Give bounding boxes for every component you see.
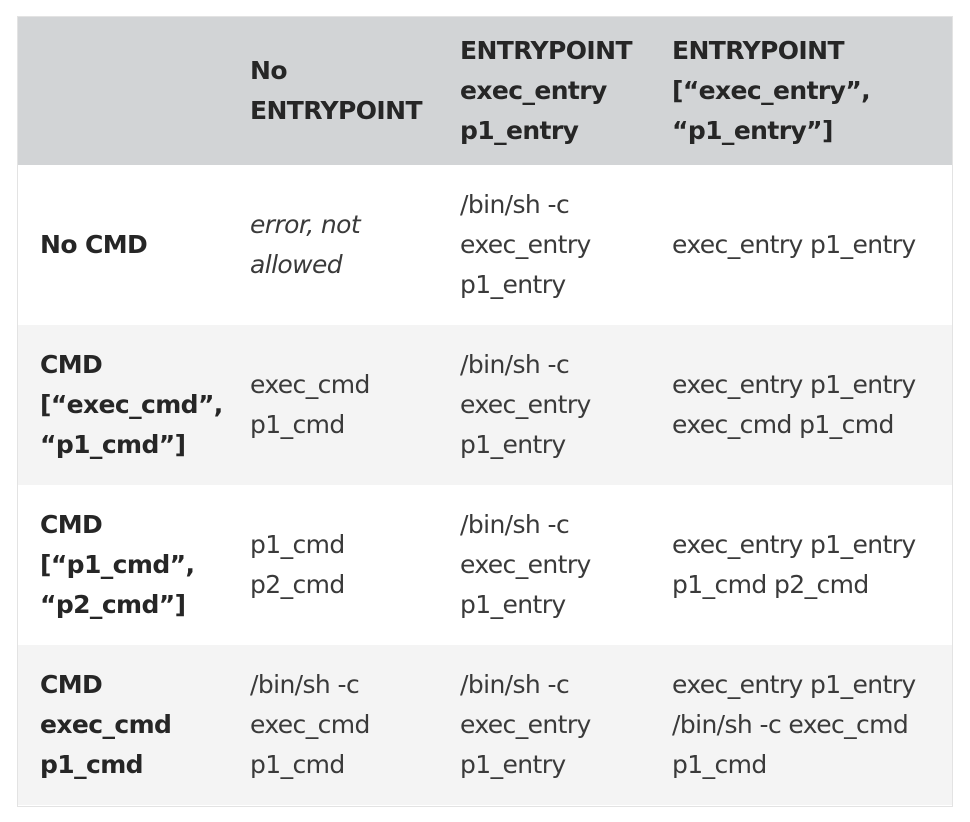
table-cell: exec_entry p1_entry exec_cmd p1_cmd <box>672 370 916 439</box>
table-cell: exec_cmd p1_cmd <box>250 370 370 439</box>
header-corner <box>18 17 228 165</box>
header-row: No ENTRYPOINT ENTRYPOINT exec_entry p1_e… <box>18 17 952 165</box>
row-label: CMD [“exec_cmd”, “p1_cmd”] <box>40 350 223 459</box>
table-body: No CMD error, not allowed /bin/sh -c exe… <box>18 165 952 805</box>
header-no-entrypoint: No ENTRYPOINT <box>250 56 423 125</box>
header-entrypoint-shell: ENTRYPOINT exec_entry p1_entry <box>460 36 633 145</box>
row-label: CMD exec_cmd p1_cmd <box>40 670 172 779</box>
row-label: CMD [“p1_cmd”, “p2_cmd”] <box>40 510 195 619</box>
table-frame: No ENTRYPOINT ENTRYPOINT exec_entry p1_e… <box>17 16 953 807</box>
table-cell: exec_entry p1_entry <box>672 230 916 259</box>
table-cell: exec_entry p1_entry /bin/sh -c exec_cmd … <box>672 670 916 779</box>
table-cell: error, not allowed <box>250 210 361 279</box>
row-label: No CMD <box>40 230 148 259</box>
table-cell: /bin/sh -c exec_cmd p1_cmd <box>250 670 370 779</box>
table-cell: /bin/sh -c exec_entry p1_entry <box>460 670 591 779</box>
table-cell: /bin/sh -c exec_entry p1_entry <box>460 510 591 619</box>
table-row: CMD [“p1_cmd”, “p2_cmd”] p1_cmd p2_cmd /… <box>18 485 952 645</box>
entrypoint-cmd-table: No ENTRYPOINT ENTRYPOINT exec_entry p1_e… <box>18 17 952 805</box>
table-cell: exec_entry p1_entry p1_cmd p2_cmd <box>672 530 916 599</box>
table-cell: /bin/sh -c exec_entry p1_entry <box>460 350 591 459</box>
table-cell: /bin/sh -c exec_entry p1_entry <box>460 190 591 299</box>
table-header: No ENTRYPOINT ENTRYPOINT exec_entry p1_e… <box>18 17 952 165</box>
table-cell: p1_cmd p2_cmd <box>250 530 345 599</box>
header-entrypoint-exec: ENTRYPOINT [“exec_entry”, “p1_entry”] <box>672 36 871 145</box>
table-row: CMD exec_cmd p1_cmd /bin/sh -c exec_cmd … <box>18 645 952 805</box>
table-row: No CMD error, not allowed /bin/sh -c exe… <box>18 165 952 325</box>
table-row: CMD [“exec_cmd”, “p1_cmd”] exec_cmd p1_c… <box>18 325 952 485</box>
